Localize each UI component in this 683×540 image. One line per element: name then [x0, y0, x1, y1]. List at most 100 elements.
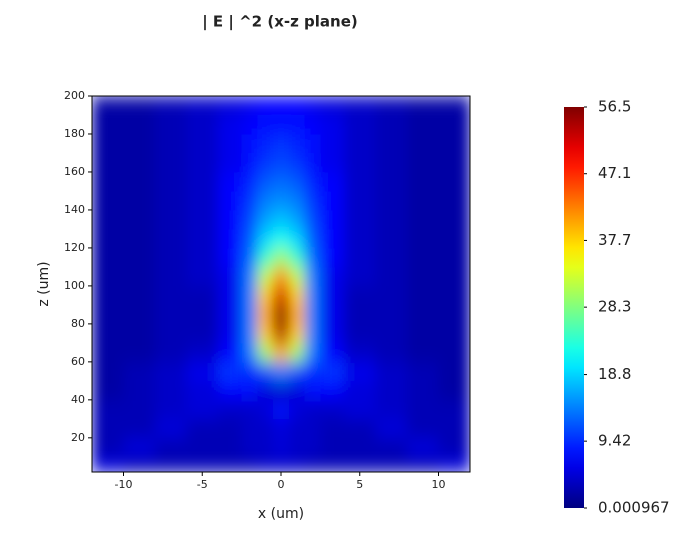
- heatmap-cell: [155, 304, 188, 325]
- heatmap-cell: [241, 285, 258, 306]
- heatmap-cell: [218, 266, 243, 287]
- heatmap-cell: [288, 437, 306, 458]
- heatmap-cell: [186, 228, 219, 249]
- heatmap-cell: [186, 190, 219, 211]
- heatmap-cell: [288, 190, 306, 211]
- heatmap-cell: [123, 228, 156, 249]
- heatmap-cell: [288, 399, 306, 420]
- heatmap-cell: [304, 133, 321, 154]
- heatmap-cell: [320, 342, 345, 363]
- heatmap-cell: [155, 399, 188, 420]
- heatmap-cell: [304, 437, 321, 458]
- heatmap-cell: [438, 152, 470, 173]
- heatmap-cell: [123, 285, 156, 306]
- heatmap-cell: [241, 399, 258, 420]
- heatmap-cell: [438, 437, 470, 458]
- heatmap-cell: [92, 152, 125, 173]
- x-axis-label: x (um): [258, 506, 304, 522]
- heatmap-cell: [344, 418, 377, 439]
- heatmap-cell: [344, 361, 377, 382]
- heatmap-cell: [241, 456, 258, 472]
- heatmap-cell: [344, 171, 377, 192]
- heatmap-cell: [241, 247, 258, 268]
- heatmap-cell: [438, 266, 470, 287]
- heatmap-cell: [344, 266, 377, 287]
- heatmap-cell: [92, 190, 125, 211]
- heatmap-cell: [241, 304, 258, 325]
- y-tick-label: 20: [71, 431, 85, 444]
- colorbar: [564, 107, 584, 508]
- heatmap-cell: [257, 266, 274, 287]
- heatmap-cell: [375, 266, 408, 287]
- heatmap-cell: [320, 323, 345, 344]
- heatmap-cell: [375, 342, 408, 363]
- heatmap-cell: [344, 323, 377, 344]
- heatmap-cell: [438, 304, 470, 325]
- colorbar-tick-label: 37.7: [598, 231, 631, 249]
- heatmap-cell: [304, 418, 321, 439]
- heatmap-cell: [273, 152, 290, 173]
- heatmap-cell: [186, 209, 219, 230]
- heatmap-cell: [344, 114, 377, 135]
- heatmap-cell: [218, 133, 243, 154]
- heatmap-cell: [375, 171, 408, 192]
- colorbar-tick-label: 9.42: [598, 432, 631, 450]
- heatmap-cell: [257, 380, 274, 401]
- heatmap-cell: [320, 456, 345, 472]
- heatmap-cell: [288, 266, 306, 287]
- heatmap-cell: [218, 342, 243, 363]
- heatmap-cell: [273, 437, 290, 458]
- heatmap-cell: [375, 190, 408, 211]
- heatmap-cell: [304, 323, 321, 344]
- heatmap-cell: [320, 114, 345, 135]
- heatmap-cell: [344, 437, 377, 458]
- heatmap-cell: [123, 209, 156, 230]
- heatmap-cell: [375, 96, 408, 116]
- heatmap-cell: [320, 437, 345, 458]
- heatmap-cell: [257, 418, 274, 439]
- heatmap-cell: [186, 247, 219, 268]
- heatmap-cell: [257, 323, 274, 344]
- heatmap-cell: [375, 209, 408, 230]
- heatmap-cell: [375, 133, 408, 154]
- heatmap-cell: [273, 228, 290, 249]
- colorbar-tick-label: 0.000967: [598, 499, 670, 517]
- heatmap-cell: [92, 209, 125, 230]
- x-tick-label: 10: [432, 478, 446, 491]
- heatmap-cell: [407, 266, 440, 287]
- heatmap-cell: [344, 152, 377, 173]
- heatmap-cell: [155, 437, 188, 458]
- heatmap-cell: [320, 304, 345, 325]
- heatmap-cell: [375, 228, 408, 249]
- heatmap-cell: [123, 361, 156, 382]
- colorbar-tick-label: 56.5: [598, 98, 631, 116]
- heatmap-cell: [241, 323, 258, 344]
- heatmap-cell: [438, 456, 470, 472]
- x-tick-label: 0: [278, 478, 285, 491]
- heatmap-cell: [218, 247, 243, 268]
- heatmap-cell: [186, 323, 219, 344]
- y-tick-label: 160: [64, 165, 85, 178]
- heatmap-cell: [218, 152, 243, 173]
- heatmap-cell: [304, 247, 321, 268]
- heatmap-cell: [92, 342, 125, 363]
- heatmap-cell: [273, 456, 290, 472]
- heatmap-cell: [438, 171, 470, 192]
- heatmap-cell: [438, 342, 470, 363]
- y-tick-label: 180: [64, 127, 85, 140]
- heatmap-cell: [407, 342, 440, 363]
- heatmap-cell: [344, 342, 377, 363]
- heatmap-cell: [288, 304, 306, 325]
- heatmap-cell: [241, 418, 258, 439]
- heatmap-cell: [320, 266, 345, 287]
- heatmap-cell: [241, 152, 258, 173]
- heatmap-cell: [407, 114, 440, 135]
- heatmap-cell: [186, 342, 219, 363]
- heatmap-cell: [123, 418, 156, 439]
- heatmap-cell: [407, 361, 440, 382]
- heatmap-cell: [241, 228, 258, 249]
- heatmap-cell: [375, 152, 408, 173]
- heatmap-cell: [123, 456, 156, 472]
- heatmap-cell: [438, 190, 470, 211]
- heatmap-cell: [218, 323, 243, 344]
